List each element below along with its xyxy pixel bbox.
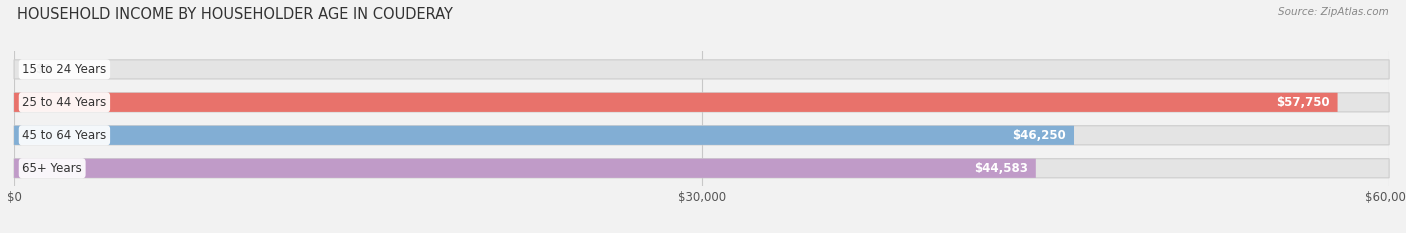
Text: $0: $0 — [35, 63, 51, 76]
Text: $44,583: $44,583 — [974, 162, 1028, 175]
Text: $57,750: $57,750 — [1275, 96, 1329, 109]
FancyBboxPatch shape — [14, 93, 1337, 112]
Text: Source: ZipAtlas.com: Source: ZipAtlas.com — [1278, 7, 1389, 17]
FancyBboxPatch shape — [14, 159, 1036, 178]
Text: $46,250: $46,250 — [1012, 129, 1066, 142]
FancyBboxPatch shape — [14, 126, 1074, 145]
FancyBboxPatch shape — [14, 126, 1389, 145]
Text: HOUSEHOLD INCOME BY HOUSEHOLDER AGE IN COUDERAY: HOUSEHOLD INCOME BY HOUSEHOLDER AGE IN C… — [17, 7, 453, 22]
FancyBboxPatch shape — [14, 159, 1389, 178]
FancyBboxPatch shape — [14, 93, 1389, 112]
Text: 65+ Years: 65+ Years — [22, 162, 82, 175]
Text: 15 to 24 Years: 15 to 24 Years — [22, 63, 107, 76]
Text: 25 to 44 Years: 25 to 44 Years — [22, 96, 107, 109]
FancyBboxPatch shape — [14, 60, 1389, 79]
Text: 45 to 64 Years: 45 to 64 Years — [22, 129, 107, 142]
